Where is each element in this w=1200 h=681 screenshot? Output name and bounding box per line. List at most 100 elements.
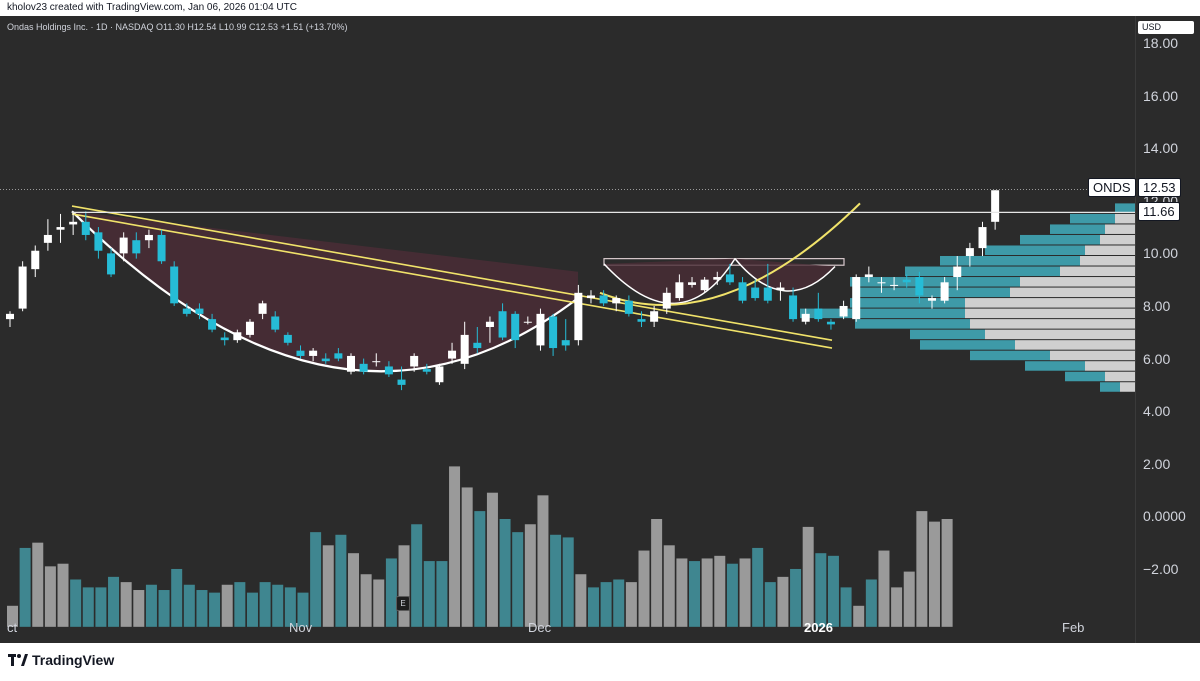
volume-bar — [436, 561, 448, 627]
handle-curve-1 — [603, 258, 736, 305]
price-tick-label: 4.00 — [1143, 403, 1171, 420]
price-tick-label: 14.00 — [1143, 140, 1179, 157]
handle-fill-1 — [604, 258, 735, 304]
volume-bar — [461, 487, 473, 627]
candle — [877, 277, 886, 293]
candle-body — [549, 316, 558, 349]
volume-bar — [613, 579, 625, 627]
volume-bar — [499, 519, 511, 627]
candle-body — [208, 319, 217, 330]
volume-bar — [928, 521, 940, 627]
volume-bar — [689, 561, 701, 627]
candle — [839, 300, 848, 320]
candle-body — [132, 240, 141, 254]
candle — [586, 290, 595, 304]
candle-body — [321, 358, 330, 362]
price-tick-label: 0.0000 — [1143, 508, 1186, 525]
volume-bar — [398, 545, 410, 627]
currency-label[interactable]: USD — [1138, 21, 1194, 34]
candle-body — [94, 232, 103, 251]
candle — [43, 219, 52, 251]
volume-bar — [108, 576, 120, 627]
trendline-lower — [71, 213, 833, 349]
candle — [688, 277, 697, 288]
candle-body — [170, 266, 179, 304]
candle — [283, 332, 292, 346]
candle-body — [864, 274, 873, 278]
candle — [182, 303, 191, 317]
candle — [915, 271, 924, 304]
price-axis[interactable] — [1135, 16, 1200, 643]
candle-body — [485, 321, 494, 328]
candle — [965, 242, 974, 267]
candle — [422, 363, 431, 375]
profile-bar-total — [1010, 287, 1135, 298]
candle-body — [650, 311, 659, 322]
volume-bar — [183, 584, 195, 627]
candle-body — [359, 363, 368, 372]
candle — [132, 232, 141, 259]
candle — [347, 353, 356, 375]
candle-body — [18, 266, 27, 309]
handle-fill-2 — [735, 258, 835, 291]
brand-name: TradingView — [32, 652, 115, 668]
volume-bar — [310, 532, 322, 627]
price-tick-label: 8.00 — [1143, 298, 1171, 314]
cup-curve — [71, 210, 579, 373]
volume-bar — [158, 590, 170, 627]
candle — [309, 348, 318, 362]
profile-bar-share — [940, 256, 1080, 266]
time-tick-label: ct — [7, 620, 18, 635]
credit-text: kholov23 created with TradingView.com, J… — [7, 2, 297, 13]
candle — [56, 213, 65, 243]
candle-body — [801, 313, 810, 322]
candle — [157, 229, 166, 264]
chart-plot[interactable] — [0, 16, 1135, 643]
candle — [460, 321, 469, 370]
profile-bar-total — [1015, 340, 1135, 350]
candle-body — [927, 298, 936, 301]
earnings-flag[interactable]: E — [396, 596, 410, 611]
candle-body — [662, 292, 671, 309]
candle-body — [271, 316, 280, 330]
candle — [637, 311, 646, 328]
volume-bar — [701, 558, 713, 627]
volume-bar — [95, 587, 107, 627]
candle — [864, 266, 873, 283]
time-tick-label: Feb — [1062, 620, 1085, 635]
volume-bar — [348, 553, 360, 627]
candle — [599, 290, 608, 306]
candle-body — [397, 379, 406, 385]
candle — [81, 211, 90, 241]
profile-bar-share — [1065, 371, 1105, 382]
volume-bar — [57, 563, 69, 627]
volume-bar — [853, 605, 865, 627]
profile-bar-total — [1085, 245, 1135, 255]
candle-body — [144, 234, 153, 241]
brand-logo[interactable]: TradingView — [8, 652, 114, 669]
volume-bar — [941, 519, 953, 627]
profile-bar-total — [970, 319, 1135, 329]
profile-bar-share — [855, 319, 970, 329]
profile-bar-total — [1105, 371, 1135, 382]
candle — [485, 316, 494, 343]
candle — [890, 277, 899, 291]
candle-body — [410, 355, 419, 367]
candle-body — [309, 350, 318, 356]
volume-bar — [739, 558, 751, 627]
volume-bar — [234, 582, 246, 627]
candle-body — [902, 279, 911, 283]
volume-bar — [587, 587, 599, 627]
bottom-bar — [0, 643, 1200, 681]
volume-bar — [44, 566, 56, 627]
volume-bar — [777, 576, 789, 627]
candle-body — [965, 248, 974, 256]
candle — [978, 221, 987, 256]
candle — [334, 348, 343, 362]
volume-bar — [385, 558, 397, 627]
volume-bar — [764, 582, 776, 627]
candle-body — [978, 227, 987, 249]
candle-body — [422, 369, 431, 372]
candle — [69, 211, 78, 235]
price-tick-label: 18.00 — [1143, 35, 1179, 51]
